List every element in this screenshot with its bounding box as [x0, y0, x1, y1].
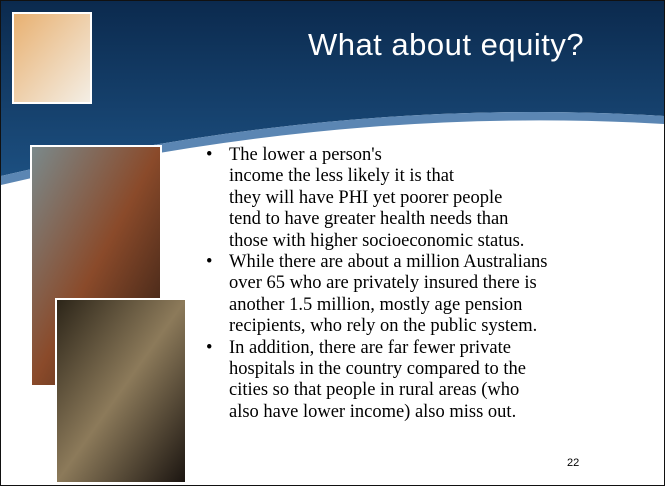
slide: What about equity? The lower a person'si…	[0, 0, 665, 486]
photo-elderly	[56, 299, 186, 483]
bullet-line: also have lower income) also miss out.	[229, 402, 548, 423]
bullet: In addition, there are far fewer private…	[206, 338, 548, 424]
bullet-line: tend to have greater health needs than	[229, 209, 548, 230]
bullet-line: recipients, who rely on the public syste…	[229, 316, 548, 337]
bullet-line: In addition, there are far fewer private	[229, 338, 548, 359]
bullet-line: The lower a person's	[229, 145, 548, 166]
bullet-line: they will have PHI yet poorer people	[229, 188, 548, 209]
bullet-line: over 65 who are privately insured there …	[229, 273, 548, 294]
slide-title: What about equity?	[231, 27, 661, 63]
bullet-line: income the less likely it is that	[229, 166, 548, 187]
bullet: While there are about a million Australi…	[206, 252, 548, 338]
bullet-line: cities so that people in rural areas (wh…	[229, 380, 548, 401]
bullet-line: While there are about a million Australi…	[229, 252, 548, 273]
insurance-image	[13, 13, 91, 103]
bullet-line: hospitals in the country compared to the	[229, 359, 548, 380]
page-number: 22	[567, 457, 579, 469]
bullet-line: those with higher socioeconomic status.	[229, 231, 548, 252]
bullet-line: another 1.5 million, mostly age pension	[229, 295, 548, 316]
